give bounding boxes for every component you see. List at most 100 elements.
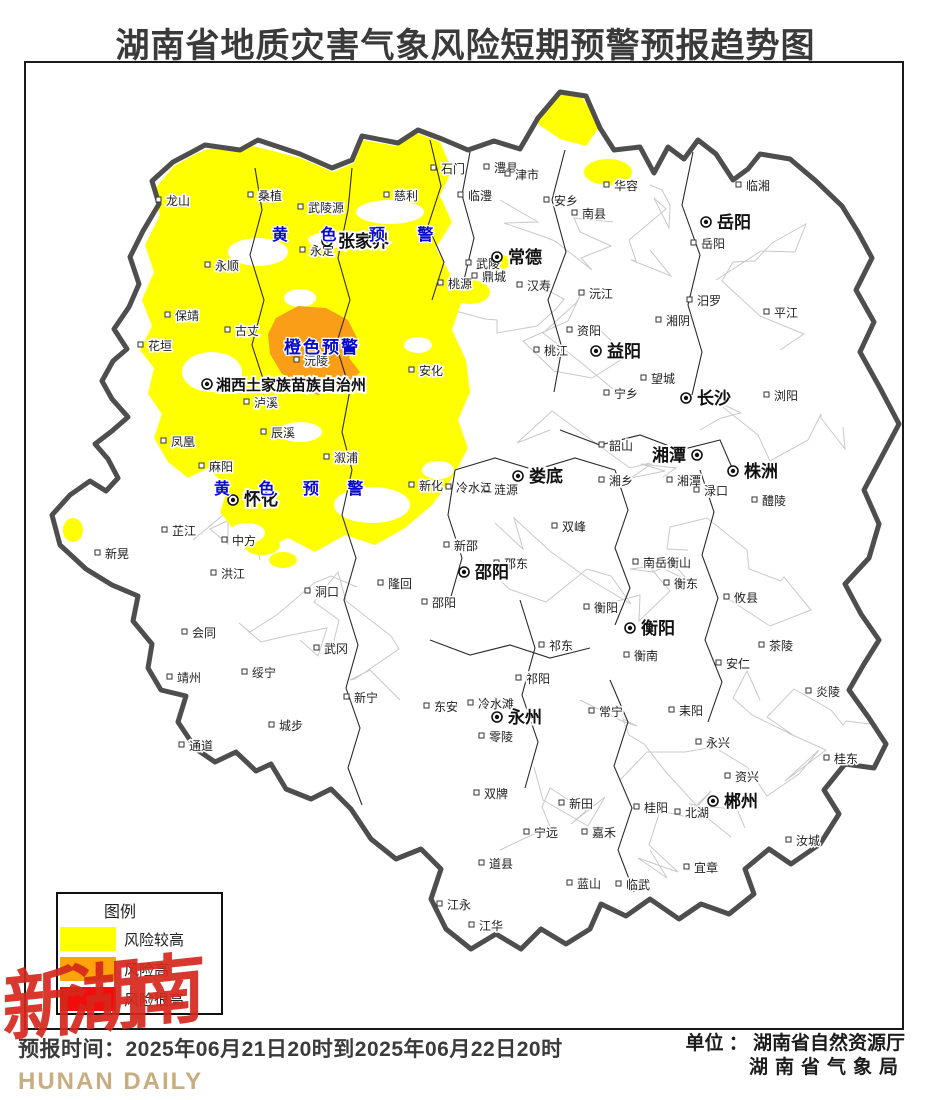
svg-text:津市: 津市 (515, 167, 539, 182)
svg-text:资兴: 资兴 (735, 770, 759, 784)
svg-text:南县: 南县 (582, 206, 606, 221)
svg-text:凤凰: 凤凰 (171, 435, 195, 449)
svg-text:蓝山: 蓝山 (577, 877, 601, 891)
svg-text:沅陵: 沅陵 (304, 354, 328, 368)
svg-text:泸溪: 泸溪 (254, 396, 278, 410)
svg-text:涟源: 涟源 (494, 482, 518, 497)
legend-item-orange: 风险高 (60, 956, 221, 982)
svg-text:娄底: 娄底 (529, 466, 563, 486)
svg-text:衡阳: 衡阳 (594, 601, 618, 615)
svg-text:浏阳: 浏阳 (774, 389, 798, 403)
svg-text:武陵源: 武陵源 (308, 201, 344, 215)
svg-text:茶陵: 茶陵 (769, 638, 793, 653)
svg-text:冷水滩: 冷水滩 (478, 697, 514, 711)
hunan-daily-watermark-en: HUNAN DAILY (18, 1068, 204, 1095)
svg-text:北湖: 北湖 (685, 805, 709, 820)
svg-text:永州: 永州 (507, 707, 542, 727)
svg-text:常德: 常德 (508, 247, 542, 267)
svg-text:益阳: 益阳 (607, 341, 641, 361)
svg-text:安化: 安化 (419, 363, 443, 378)
svg-text:耒阳: 耒阳 (679, 704, 703, 718)
svg-text:岳阳: 岳阳 (717, 213, 751, 232)
svg-text:望城: 望城 (651, 372, 675, 386)
svg-text:花垣: 花垣 (148, 338, 172, 353)
svg-text:黄 色 预 警: 黄 色 预 警 (272, 225, 447, 244)
svg-text:双牌: 双牌 (484, 787, 508, 801)
svg-text:慈利: 慈利 (394, 188, 418, 203)
svg-text:汉寿: 汉寿 (527, 279, 551, 293)
svg-text:靖州: 靖州 (177, 671, 201, 685)
svg-text:洪江: 洪江 (221, 567, 245, 581)
svg-text:炎陵: 炎陵 (816, 685, 840, 699)
svg-text:湘潭: 湘潭 (677, 473, 701, 488)
svg-text:衡阳: 衡阳 (641, 618, 675, 638)
svg-text:冷水江: 冷水江 (456, 481, 492, 495)
svg-text:洞口: 洞口 (315, 585, 339, 599)
legend-item-red: 风险很高 (60, 986, 221, 1012)
svg-text:常宁: 常宁 (599, 704, 623, 719)
svg-text:宜章: 宜章 (694, 860, 718, 875)
svg-text:新晃: 新晃 (105, 546, 129, 561)
svg-text:中方: 中方 (232, 533, 256, 548)
svg-text:桂东: 桂东 (834, 751, 858, 766)
svg-text:平江: 平江 (774, 306, 798, 320)
svg-text:株洲: 株洲 (744, 461, 778, 481)
svg-text:郴州: 郴州 (724, 791, 758, 811)
unit-line-2: 湖南省气象局 (748, 1057, 905, 1078)
legend-box: 图例 风险较高 风险高 风险很高 (56, 892, 223, 1015)
svg-text:长沙: 长沙 (697, 388, 731, 408)
svg-text:鼎城: 鼎城 (482, 270, 506, 284)
issuing-unit-text: 单位 ： 湖南省自然资源厅 湖南省气象局 (685, 1032, 905, 1080)
svg-text:双峰: 双峰 (562, 520, 586, 534)
svg-text:临湘: 临湘 (746, 178, 770, 193)
svg-text:渌口: 渌口 (704, 483, 728, 498)
svg-text:溆浦: 溆浦 (334, 451, 358, 465)
svg-text:古丈: 古丈 (235, 323, 259, 338)
svg-text:祁东: 祁东 (549, 638, 573, 653)
svg-text:橙色预警: 橙色预警 (284, 337, 360, 357)
svg-text:麻阳: 麻阳 (209, 459, 233, 474)
svg-text:石门: 石门 (441, 161, 465, 176)
svg-text:湘潭: 湘潭 (652, 445, 686, 465)
svg-text:张家界: 张家界 (338, 231, 389, 251)
svg-text:芷江: 芷江 (172, 524, 196, 538)
svg-text:邵东: 邵东 (504, 557, 528, 571)
svg-text:汨罗: 汨罗 (697, 294, 721, 308)
svg-text:湘乡: 湘乡 (609, 473, 633, 488)
svg-text:华容: 华容 (614, 178, 638, 193)
svg-text:道县: 道县 (489, 857, 513, 871)
yellow-swatch (60, 927, 116, 951)
legend-item-yellow: 风险较高 (60, 926, 221, 952)
svg-text:新田: 新田 (569, 796, 593, 811)
svg-text:东安: 东安 (434, 699, 458, 714)
svg-text:怀化: 怀化 (244, 489, 278, 509)
svg-text:岳阳: 岳阳 (701, 237, 725, 251)
forecast-time-text: 预报时间：2025年06月21日20时到2025年06月22日20时 (18, 1038, 563, 1061)
red-swatch (60, 987, 116, 1011)
svg-text:沅江: 沅江 (589, 287, 613, 301)
svg-text:安仁: 安仁 (726, 656, 750, 671)
svg-text:黄 色 预 警: 黄 色 预 警 (214, 479, 375, 498)
svg-text:城步: 城步 (279, 719, 303, 733)
svg-text:江永: 江永 (447, 898, 471, 912)
svg-text:辰溪: 辰溪 (271, 426, 295, 440)
svg-text:江华: 江华 (479, 919, 503, 933)
page-title: 湖南省地质灾害气象风险短期预警预报趋势图 (115, 27, 816, 65)
svg-text:湘阴: 湘阴 (666, 313, 690, 328)
svg-text:澧县: 澧县 (494, 161, 518, 175)
svg-text:汝城: 汝城 (796, 834, 820, 848)
svg-text:武冈: 武冈 (324, 642, 348, 656)
svg-text:祁阳: 祁阳 (526, 671, 550, 686)
svg-text:宁乡: 宁乡 (614, 386, 638, 401)
svg-text:湘西土家族苗族自治州: 湘西土家族苗族自治州 (216, 376, 366, 394)
unit-line-1: 单位 ： 湖南省自然资源厅 (685, 1033, 905, 1054)
svg-text:邵阳: 邵阳 (432, 596, 456, 610)
svg-text:安乡: 安乡 (554, 193, 578, 208)
svg-text:通道: 通道 (189, 739, 213, 753)
svg-text:绥宁: 绥宁 (252, 665, 276, 680)
svg-text:桃源: 桃源 (448, 276, 472, 291)
legend-title: 图例 (104, 904, 137, 921)
svg-text:临澧: 临澧 (468, 189, 492, 203)
hunan-daily-watermark-cn: 新湖南 (2, 946, 194, 1053)
